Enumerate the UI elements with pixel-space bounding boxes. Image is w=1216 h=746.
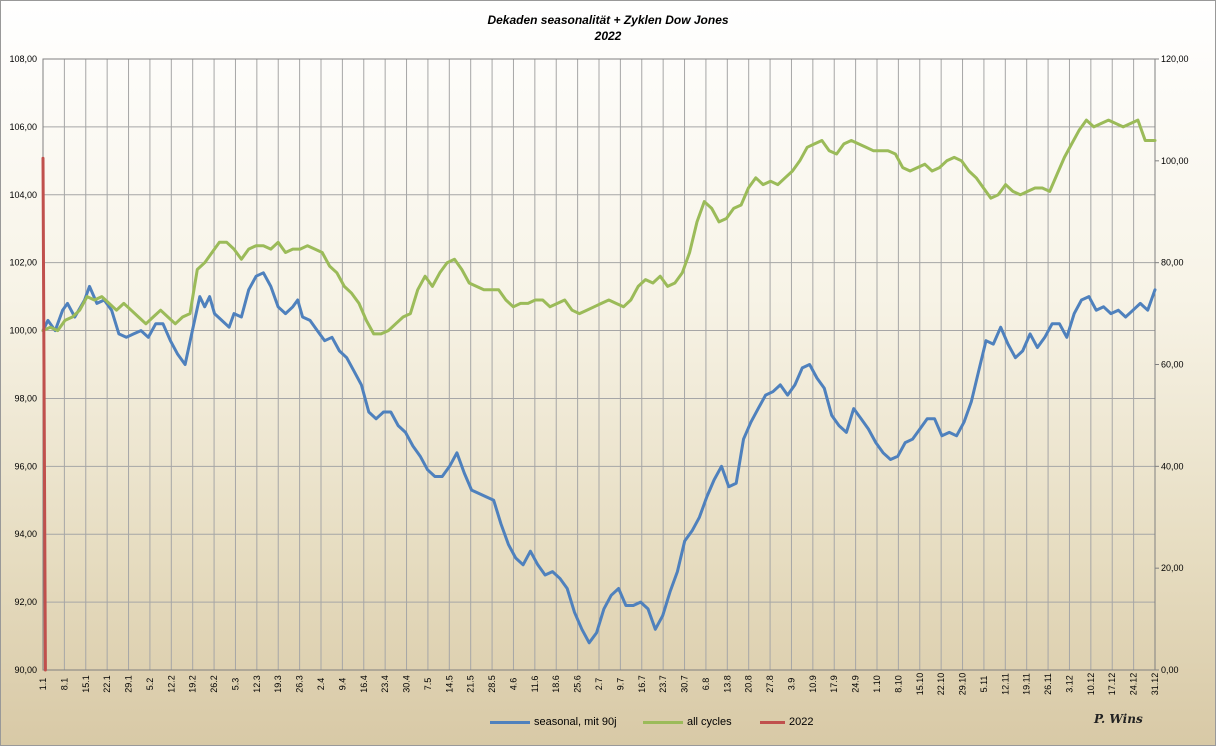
x-tick-label: 14.5 bbox=[444, 675, 454, 693]
legend-swatch-all-cycles bbox=[643, 720, 683, 724]
x-tick-label: 21.5 bbox=[466, 675, 476, 693]
y-left-tick-label: 106,00 bbox=[9, 122, 37, 132]
x-tick-label: 22.10 bbox=[936, 673, 946, 696]
legend-item-all-cycles: all cycles bbox=[643, 716, 732, 728]
x-tick-label: 1.1 bbox=[38, 678, 48, 691]
x-tick-label: 8.1 bbox=[59, 678, 69, 691]
x-tick-label: 26.11 bbox=[1043, 673, 1053, 695]
x-tick-label: 22.1 bbox=[102, 675, 112, 693]
legend-item-2022: 2022 bbox=[760, 716, 813, 728]
x-tick-label: 23.4 bbox=[380, 675, 390, 693]
x-tick-label: 15.1 bbox=[81, 675, 91, 693]
axes: 90,00 92,00 94,00 96,00 98,00 100,00 102,00 104… bbox=[9, 54, 1188, 695]
x-tick-label: 19.11 bbox=[1022, 673, 1032, 695]
x-tick-label: 23.7 bbox=[658, 675, 668, 693]
legend-label-2022: 2022 bbox=[789, 716, 814, 728]
series-lines bbox=[41, 118, 1157, 672]
x-tick-label: 26.2 bbox=[209, 675, 219, 693]
y-right-tick-label: 40,00 bbox=[1161, 461, 1184, 471]
y-left-tick-label: 92,00 bbox=[14, 597, 37, 607]
legend-item-seasonal: seasonal, mit 90j bbox=[490, 716, 617, 728]
x-tick-label: 12.3 bbox=[252, 675, 262, 693]
y-left-tick-label: 96,00 bbox=[14, 461, 37, 471]
x-tick-label: 5.11 bbox=[979, 676, 989, 693]
chart-title: Dekaden seasonalität + Zyklen Dow Jones … bbox=[0, 12, 1216, 44]
x-tick-label: 28.5 bbox=[487, 675, 497, 693]
y-right-tick-label: 80,00 bbox=[1161, 258, 1184, 268]
y-right-tick-label: 60,00 bbox=[1161, 360, 1184, 370]
x-tick-label: 27.8 bbox=[765, 675, 775, 693]
x-tick-label: 16.7 bbox=[637, 675, 647, 693]
legend-label-all-cycles: all cycles bbox=[687, 716, 732, 728]
series-line-2022 bbox=[41, 156, 47, 672]
signature: P. Wins bbox=[1094, 712, 1143, 726]
x-tick-label: 9.7 bbox=[615, 678, 625, 691]
x-tick-label: 19.2 bbox=[188, 675, 198, 693]
x-tick-label: 19.3 bbox=[273, 675, 283, 693]
series-line-seasonal-mit-90j bbox=[41, 271, 1157, 645]
series-line-all-cycles bbox=[41, 118, 1157, 336]
x-tick-label: 3.9 bbox=[786, 678, 796, 691]
x-tick-label: 12.2 bbox=[166, 675, 176, 693]
x-tick-label: 29.1 bbox=[124, 675, 134, 693]
x-tick-label: 3.12 bbox=[1064, 675, 1074, 693]
x-tick-label: 4.6 bbox=[508, 678, 518, 691]
y-left-tick-label: 104,00 bbox=[9, 190, 37, 200]
x-tick-label: 16.4 bbox=[359, 675, 369, 693]
x-tick-label: 24.9 bbox=[851, 675, 861, 693]
x-tick-label: 18.6 bbox=[551, 675, 561, 693]
x-tick-label: 26.3 bbox=[295, 675, 305, 693]
x-tick-label: 31.12 bbox=[1150, 673, 1160, 696]
x-tick-label: 1.10 bbox=[872, 675, 882, 693]
x-tick-label: 11.6 bbox=[530, 676, 540, 693]
x-tick-label: 17.12 bbox=[1107, 673, 1117, 696]
legend-swatch-seasonal bbox=[490, 720, 530, 724]
y-right-tick-label: 100,00 bbox=[1161, 156, 1189, 166]
x-tick-label: 24.12 bbox=[1129, 673, 1139, 696]
x-tick-label: 10.12 bbox=[1086, 673, 1096, 696]
x-tick-label: 10.9 bbox=[808, 675, 818, 693]
y-left-tick-label: 108,00 bbox=[9, 54, 37, 64]
x-tick-label: 13.8 bbox=[722, 675, 732, 693]
y-left-tick-label: 94,00 bbox=[14, 529, 37, 539]
x-tick-label: 30.4 bbox=[402, 675, 412, 693]
y-left-tick-label: 98,00 bbox=[14, 393, 37, 403]
x-tick-label: 2.7 bbox=[594, 678, 604, 691]
x-tick-label: 20.8 bbox=[744, 675, 754, 693]
chart-subtitle: 2022 bbox=[594, 29, 622, 43]
x-tick-label: 5.2 bbox=[145, 678, 155, 691]
x-tick-label: 12.11 bbox=[1000, 673, 1010, 695]
grid bbox=[42, 58, 1156, 671]
x-tick-label: 9.4 bbox=[337, 678, 347, 691]
x-tick-label: 7.5 bbox=[423, 678, 433, 691]
y-right-tick-label: 120,00 bbox=[1161, 54, 1189, 64]
y-right-tick-label: 0,00 bbox=[1161, 665, 1179, 675]
x-tick-label: 29.10 bbox=[958, 673, 968, 696]
y-right-tick-label: 20,00 bbox=[1161, 563, 1184, 573]
x-tick-label: 25.6 bbox=[573, 675, 583, 693]
x-tick-label: 8.10 bbox=[893, 675, 903, 693]
x-tick-label: 17.9 bbox=[829, 675, 839, 693]
x-tick-label: 6.8 bbox=[701, 678, 711, 691]
chart-title-main: Dekaden seasonalität + Zyklen Dow Jones bbox=[487, 13, 729, 27]
x-tick-label: 30.7 bbox=[680, 675, 690, 693]
y-left-tick-label: 100,00 bbox=[9, 326, 37, 336]
y-left-tick-label: 102,00 bbox=[9, 258, 37, 268]
legend-swatch-2022 bbox=[760, 720, 785, 724]
y-left-tick-label: 90,00 bbox=[14, 665, 37, 675]
legend-label-seasonal: seasonal, mit 90j bbox=[534, 716, 617, 728]
x-tick-label: 15.10 bbox=[915, 673, 925, 696]
x-tick-label: 2.4 bbox=[316, 678, 326, 691]
x-tick-label: 5.3 bbox=[230, 678, 240, 691]
